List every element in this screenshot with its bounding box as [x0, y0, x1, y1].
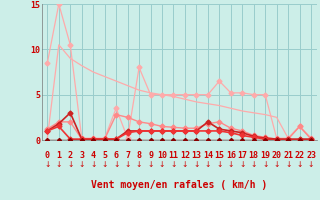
Text: ↓: ↓: [251, 160, 257, 169]
Text: ↓: ↓: [101, 160, 108, 169]
Text: ↓: ↓: [136, 160, 142, 169]
Text: ↓: ↓: [216, 160, 222, 169]
Text: ↓: ↓: [90, 160, 96, 169]
Text: ↓: ↓: [78, 160, 85, 169]
X-axis label: Vent moyen/en rafales ( km/h ): Vent moyen/en rafales ( km/h ): [91, 180, 267, 190]
Text: ↓: ↓: [228, 160, 234, 169]
Text: ↓: ↓: [274, 160, 280, 169]
Text: ↓: ↓: [124, 160, 131, 169]
Text: ↓: ↓: [147, 160, 154, 169]
Text: ↓: ↓: [262, 160, 268, 169]
Text: ↓: ↓: [113, 160, 119, 169]
Text: ↓: ↓: [159, 160, 165, 169]
Text: ↓: ↓: [193, 160, 200, 169]
Text: ↓: ↓: [56, 160, 62, 169]
Text: ↓: ↓: [170, 160, 177, 169]
Text: ↓: ↓: [44, 160, 51, 169]
Text: ↓: ↓: [182, 160, 188, 169]
Text: ↓: ↓: [205, 160, 211, 169]
Text: ↓: ↓: [308, 160, 314, 169]
Text: ↓: ↓: [285, 160, 291, 169]
Text: ↓: ↓: [296, 160, 303, 169]
Text: ↓: ↓: [239, 160, 245, 169]
Text: ↓: ↓: [67, 160, 74, 169]
